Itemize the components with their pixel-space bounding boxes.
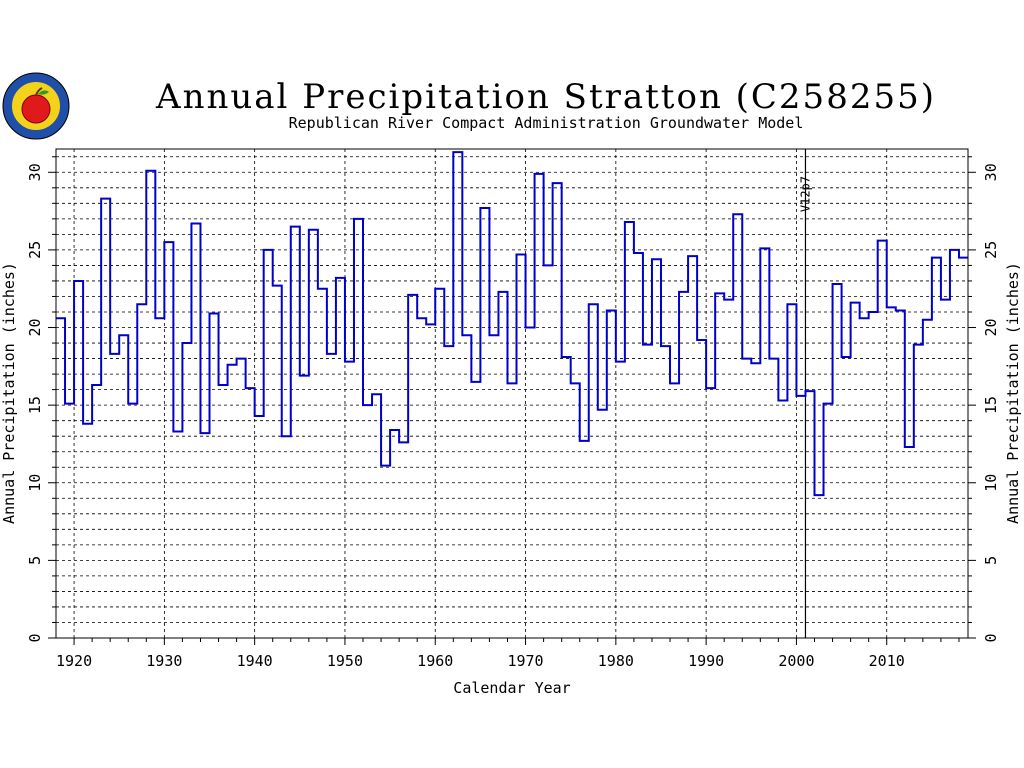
- rrca-apple-logo-icon: [2, 72, 70, 140]
- x-tick-label: 1940: [237, 652, 273, 670]
- grid-lines: [56, 149, 968, 638]
- y-tick-label-left: 15: [26, 396, 44, 414]
- axis-ticks: 1920 1930 1940 1950 1960 1970 1980 1990 2000 2010…: [26, 156, 1000, 670]
- annotation-label: V12p7: [798, 176, 812, 212]
- y-tick-label-left: 20: [26, 318, 44, 336]
- series-line: [56, 151, 968, 497]
- y-tick-label-right: 30: [982, 163, 1000, 181]
- x-tick-label: 1920: [56, 652, 92, 670]
- x-tick-label: 1980: [598, 652, 634, 670]
- precipitation-series: [56, 151, 968, 497]
- y-axis-title-left: Annual Precipitation (inches): [0, 262, 18, 524]
- y-tick-label-right: 10: [982, 474, 1000, 492]
- chart-title: Annual Precipitation Stratton (C258255): [155, 77, 936, 117]
- y-tick-label-left: 30: [26, 163, 44, 181]
- y-axis-title-right: Annual Precipitation (inches): [1004, 262, 1022, 524]
- x-tick-label: 1990: [688, 652, 724, 670]
- y-tick-label-left: 0: [26, 633, 44, 642]
- y-tick-label-left: 25: [26, 241, 44, 259]
- x-axis-title: Calendar Year: [453, 679, 570, 697]
- y-tick-label-left: 10: [26, 474, 44, 492]
- x-tick-label: 1970: [507, 652, 543, 670]
- chart-subtitle: Republican River Compact Administration …: [289, 114, 804, 132]
- y-tick-label-left: 5: [26, 556, 44, 565]
- y-tick-label-right: 20: [982, 318, 1000, 336]
- y-tick-label-right: 5: [982, 556, 1000, 565]
- x-tick-label: 1950: [327, 652, 363, 670]
- x-tick-label: 2000: [778, 652, 814, 670]
- x-tick-label: 1930: [146, 652, 182, 670]
- y-tick-label-right: 15: [982, 396, 1000, 414]
- plot-frame: [55, 148, 969, 639]
- y-tick-label-right: 25: [982, 241, 1000, 259]
- y-tick-label-right: 0: [982, 633, 1000, 642]
- x-tick-label: 1960: [417, 652, 453, 670]
- x-tick-label: 2010: [869, 652, 905, 670]
